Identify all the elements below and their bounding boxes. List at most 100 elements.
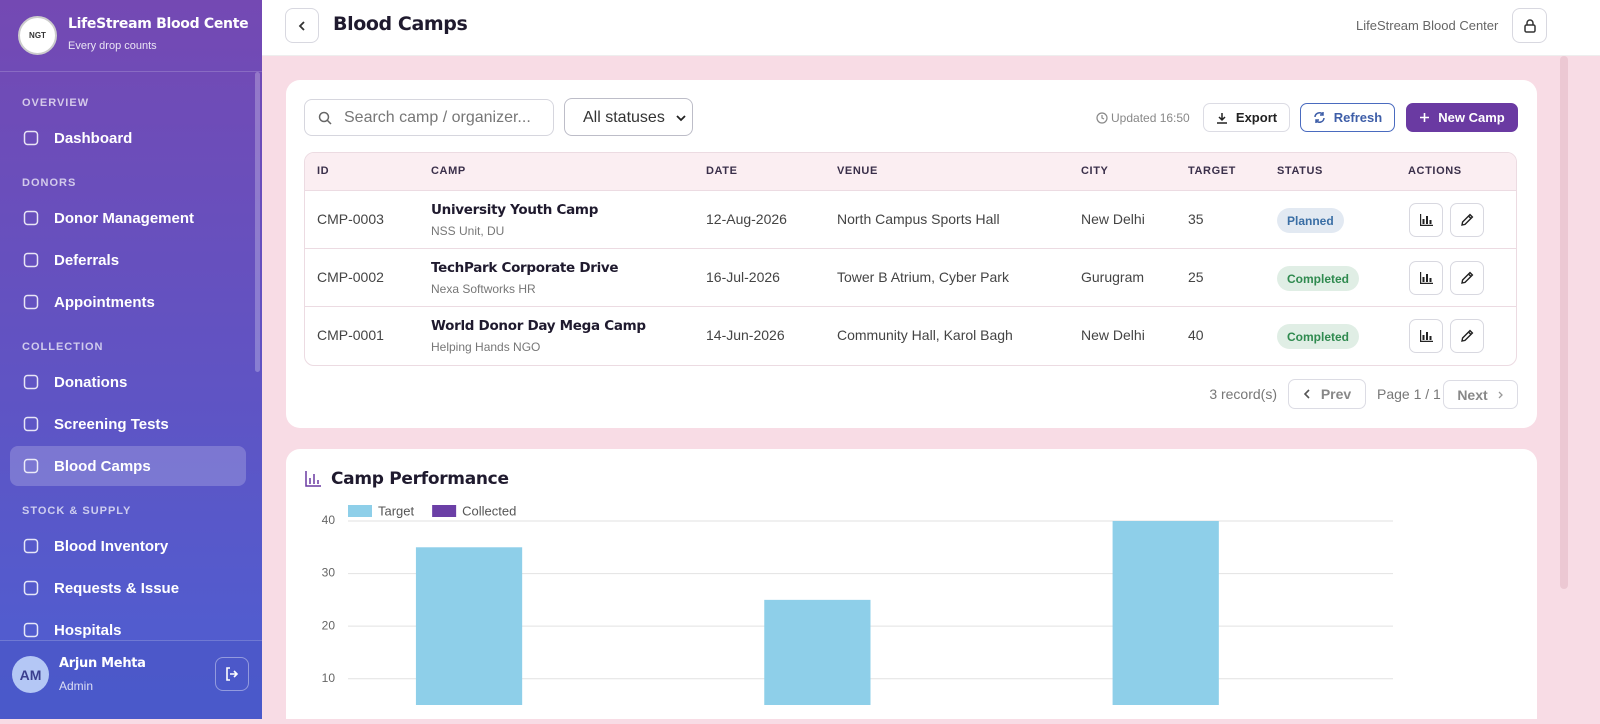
nav-item[interactable]: Donor Management [10,198,246,238]
divider [0,71,262,72]
nav-section-title: DONORS [22,177,77,189]
nav-item[interactable]: Deferrals [10,240,246,280]
nav-item[interactable]: Requests & Issue [10,568,246,608]
cell-city: Gurugram [1081,269,1145,285]
nav-icon [23,130,39,146]
new-camp-button[interactable]: New Camp [1406,103,1518,132]
table-row: CMP-0001 World Donor Day Mega Camp Helping… [305,307,1516,365]
updated-time: Updated 16:50 [1111,111,1190,125]
column-header: CAMP [431,165,466,177]
nav: OVERVIEW Dashboard DONORS Donor Management D… [0,97,262,652]
next-button[interactable]: Next [1443,380,1518,409]
brand-tagline: Every drop counts [68,40,157,52]
column-header: DATE [706,165,738,177]
nav-icon [23,416,39,432]
edit-action-button[interactable] [1450,203,1484,237]
user-role: Admin [59,679,94,693]
camps-card: Search camp / organizer... All statuses … [286,80,1537,428]
status-select-value: All statuses [583,109,665,126]
nav-item[interactable]: Donations [10,362,246,402]
refresh-button[interactable]: Refresh [1300,103,1395,132]
cell-camp: University Youth Camp [431,202,599,218]
nav-label: Dashboard [54,129,133,147]
cell-target: 25 [1188,269,1204,285]
chart-card: Camp Performance 10 20 30 40 Target Collected [286,449,1537,719]
button-label: Export [1235,110,1278,125]
column-header: STATUS [1277,165,1323,177]
nav-label: Deferrals [54,251,120,269]
cell-venue: Community Hall, Karol Bagh [837,327,1013,343]
nav-label: Donor Management [54,209,195,227]
cell-organizer: NSS Unit, DU [431,224,505,238]
status-badge: Completed [1277,324,1360,349]
bar [522,705,628,719]
brand-name: LifeStream Blood Center [68,16,248,32]
search-placeholder: Search camp / organizer... [344,109,531,126]
camps-table: ID CAMP DATE VENUE CITY TARGET STATUS ACTIONS CM… [304,152,1517,366]
legend-swatch [348,505,372,517]
bar [1219,705,1325,719]
logout-button[interactable] [215,657,249,691]
nav-label: Blood Camps [54,457,151,475]
chart-action-button[interactable] [1409,261,1443,295]
nav-icon [23,252,39,268]
bar [415,547,523,705]
nav-section-title: OVERVIEW [22,97,90,109]
legend-label: Collected [462,503,516,518]
edit-action-button[interactable] [1450,319,1484,353]
search-input[interactable]: Search camp / organizer... [304,99,554,136]
table-row: CMP-0002 TechPark Corporate Drive Nexa Sof… [305,249,1516,307]
nav-section-title: STOCK & SUPPLY [22,505,132,517]
lock-button[interactable] [1512,8,1547,43]
y-tick-label: 20 [322,618,336,632]
nav-label: Appointments [54,293,155,311]
button-label: Next [1457,386,1488,403]
cell-venue: North Campus Sports Hall [837,211,1000,227]
legend-label: Target [378,503,415,518]
chart-icon [305,471,321,487]
cell-target: 40 [1188,327,1204,343]
nav-item[interactable]: Hospitals [10,610,246,650]
cell-city: New Delhi [1081,327,1145,343]
edit-action-button[interactable] [1450,261,1484,295]
page-scrollbar [1560,56,1568,589]
cell-venue: Tower B Atrium, Cyber Park [837,269,1009,285]
cell-date: 14-Jun-2026 [706,327,785,343]
prev-button[interactable]: Prev [1288,379,1366,409]
cell-target: 35 [1188,211,1204,227]
icon [1461,329,1474,342]
nav-icon [23,580,39,596]
nav-label: Requests & Issue [54,579,180,597]
button-label: Refresh [1333,110,1383,125]
export-button[interactable]: Export [1203,103,1290,132]
nav-icon [23,538,39,554]
column-header: ID [317,165,330,177]
chart-action-button[interactable] [1409,203,1443,237]
nav-item[interactable]: Blood Inventory [10,526,246,566]
sidebar: NGT LifeStream Blood Center Every drop c… [0,0,262,719]
column-header: VENUE [837,165,878,177]
nav-icon [23,458,39,474]
column-header: CITY [1081,165,1109,177]
nav-label: Blood Inventory [54,537,169,555]
back-button[interactable] [285,8,319,43]
bar [1112,521,1219,705]
nav-icon [23,622,39,638]
chart-action-button[interactable] [1409,319,1443,353]
nav-item[interactable]: Blood Camps [10,446,246,486]
cell-id: CMP-0003 [317,211,384,227]
bar [764,599,871,705]
table-row: CMP-0003 University Youth Camp NSS Unit, D… [305,191,1516,249]
nav-item[interactable]: Screening Tests [10,404,246,444]
page-title: Blood Camps [333,13,468,35]
cell-id: CMP-0001 [317,327,384,343]
nav-item[interactable]: Dashboard [10,118,246,158]
icon [1420,272,1433,284]
button-label: Prev [1320,386,1352,402]
status-select[interactable]: All statuses [564,98,693,136]
avatar: AM [12,656,49,693]
header: Blood Camps LifeStream Blood Center [262,0,1600,56]
nav-item[interactable]: Appointments [10,282,246,322]
nav-icon [23,210,39,226]
cell-organizer: Nexa Softworks HR [431,282,536,296]
